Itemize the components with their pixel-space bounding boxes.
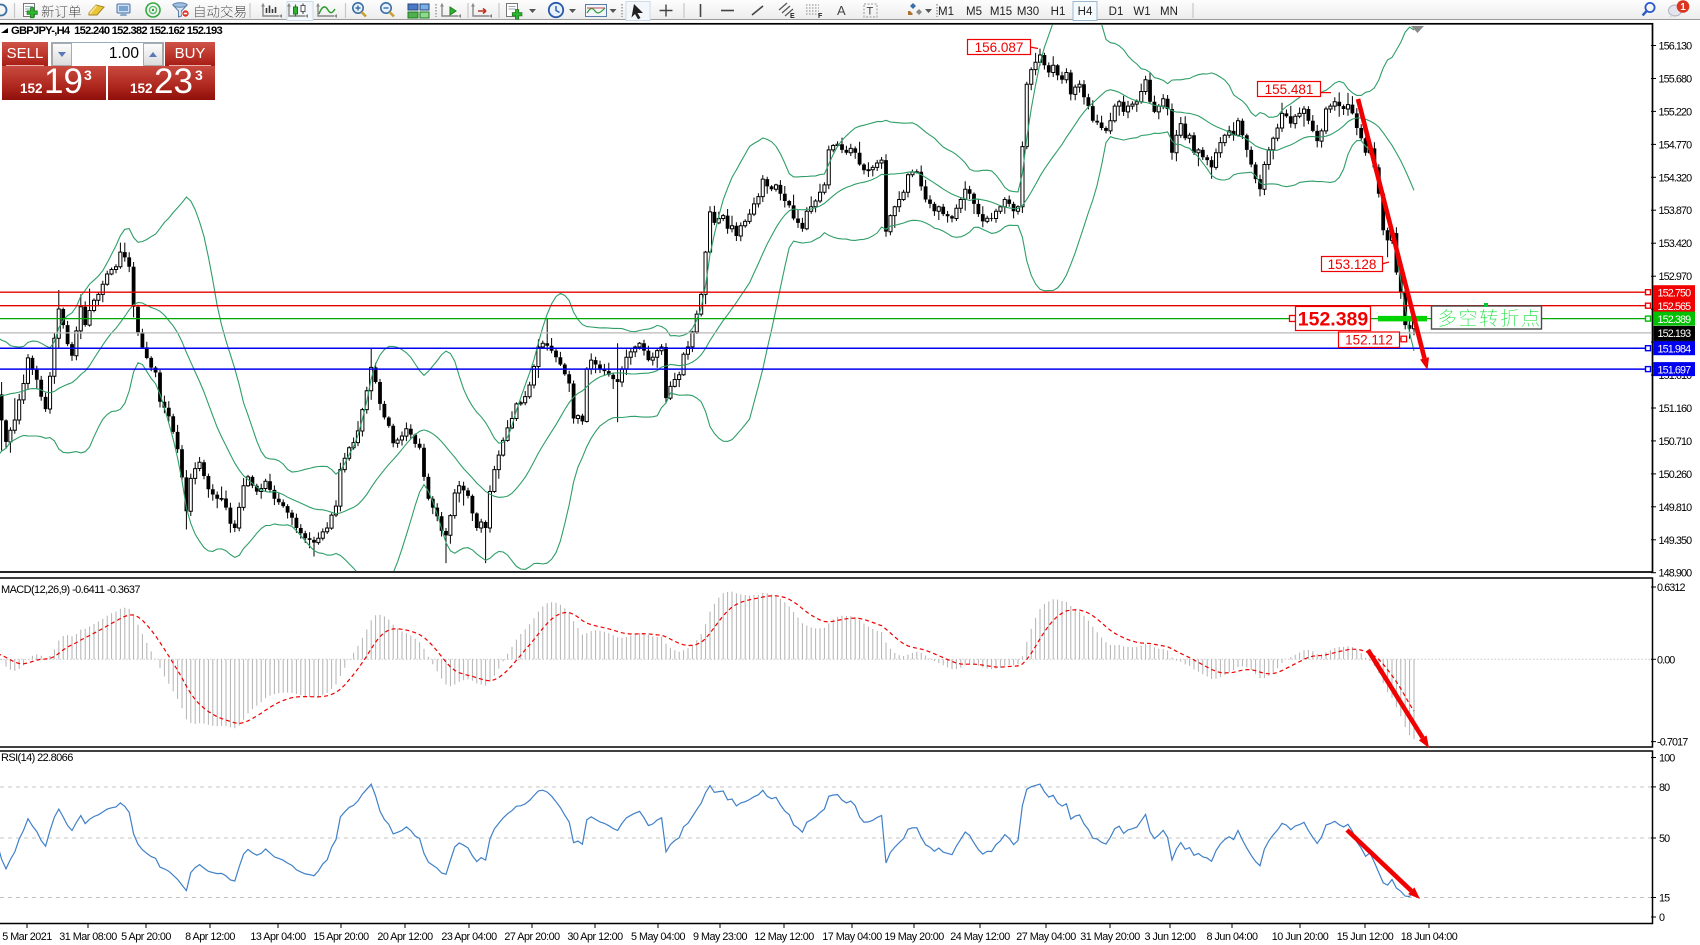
svg-text:31 May 20:00: 31 May 20:00 bbox=[1080, 931, 1140, 943]
svg-text:3 Jun 12:00: 3 Jun 12:00 bbox=[1145, 931, 1196, 943]
svg-text:152.193: 152.193 bbox=[1658, 328, 1692, 340]
svg-text:24 May 12:00: 24 May 12:00 bbox=[950, 931, 1010, 943]
svg-text:M30: M30 bbox=[1017, 6, 1039, 18]
svg-text:RSI(14) 22.8066: RSI(14) 22.8066 bbox=[1, 752, 73, 764]
svg-text:M5: M5 bbox=[966, 6, 982, 18]
svg-text:8 Apr 12:00: 8 Apr 12:00 bbox=[185, 931, 235, 943]
svg-text:151.697: 151.697 bbox=[1658, 364, 1692, 376]
svg-text:9 May 23:00: 9 May 23:00 bbox=[693, 931, 747, 943]
svg-text:151.984: 151.984 bbox=[1658, 343, 1692, 355]
svg-text:156.087: 156.087 bbox=[975, 40, 1024, 55]
svg-text:152.565: 152.565 bbox=[1658, 301, 1692, 313]
svg-text:152.112: 152.112 bbox=[1345, 333, 1393, 348]
svg-text:31 Mar 08:00: 31 Mar 08:00 bbox=[59, 931, 117, 943]
svg-text:149.350: 149.350 bbox=[1659, 535, 1693, 547]
svg-text:18 Jun 04:00: 18 Jun 04:00 bbox=[1401, 931, 1458, 943]
svg-text:152.389: 152.389 bbox=[1658, 314, 1692, 326]
svg-text:5 May 04:00: 5 May 04:00 bbox=[631, 931, 685, 943]
svg-text:148.900: 148.900 bbox=[1659, 568, 1693, 580]
svg-text:0.6312: 0.6312 bbox=[1657, 582, 1686, 594]
svg-text:13 Apr 04:00: 13 Apr 04:00 bbox=[250, 931, 306, 943]
svg-text:15 Apr 20:00: 15 Apr 20:00 bbox=[313, 931, 369, 943]
svg-text:0.00: 0.00 bbox=[1657, 654, 1675, 666]
svg-text:154.320: 154.320 bbox=[1659, 172, 1693, 184]
svg-text:152.389: 152.389 bbox=[1298, 309, 1369, 331]
svg-text:W1: W1 bbox=[1133, 6, 1150, 18]
svg-text:5 Mar 2021: 5 Mar 2021 bbox=[2, 931, 52, 943]
svg-text:1: 1 bbox=[1680, 2, 1686, 13]
svg-text:23 Apr 04:00: 23 Apr 04:00 bbox=[441, 931, 497, 943]
svg-text:152.750: 152.750 bbox=[1658, 287, 1692, 299]
svg-text:M15: M15 bbox=[990, 6, 1012, 18]
svg-text:30 Apr 12:00: 30 Apr 12:00 bbox=[567, 931, 623, 943]
svg-text:8 Jun 04:00: 8 Jun 04:00 bbox=[1207, 931, 1258, 943]
svg-text:GBPJPY-,H4 152.240 152.382 15: GBPJPY-,H4 152.240 152.382 152.162 152.1… bbox=[11, 25, 222, 37]
svg-text:155.680: 155.680 bbox=[1659, 74, 1693, 86]
svg-text:151.160: 151.160 bbox=[1659, 403, 1693, 415]
svg-text:15: 15 bbox=[1659, 893, 1670, 905]
svg-text:152.970: 152.970 bbox=[1659, 271, 1693, 283]
svg-text:19 May 20:00: 19 May 20:00 bbox=[884, 931, 944, 943]
svg-text:50: 50 bbox=[1659, 833, 1670, 845]
svg-text:153.128: 153.128 bbox=[1328, 257, 1377, 272]
svg-text:5 Apr 20:00: 5 Apr 20:00 bbox=[121, 931, 171, 943]
svg-text:0: 0 bbox=[1659, 912, 1665, 924]
svg-text:E: E bbox=[790, 13, 795, 20]
svg-text:27 Apr 20:00: 27 Apr 20:00 bbox=[504, 931, 560, 943]
svg-text:A: A bbox=[837, 3, 846, 18]
svg-text:155.481: 155.481 bbox=[1265, 82, 1314, 97]
svg-text:F: F bbox=[818, 13, 823, 20]
svg-text:153.870: 153.870 bbox=[1659, 205, 1693, 217]
svg-text:80: 80 bbox=[1659, 782, 1670, 794]
svg-text:150.710: 150.710 bbox=[1659, 436, 1693, 448]
svg-text:155.220: 155.220 bbox=[1659, 106, 1693, 118]
svg-text:M1: M1 bbox=[938, 6, 954, 18]
svg-text:100: 100 bbox=[1659, 753, 1675, 765]
svg-text:154.770: 154.770 bbox=[1659, 139, 1693, 151]
svg-text:D1: D1 bbox=[1109, 6, 1124, 18]
svg-text:17 May 04:00: 17 May 04:00 bbox=[822, 931, 882, 943]
svg-text:H4: H4 bbox=[1078, 6, 1093, 18]
svg-text:H1: H1 bbox=[1051, 6, 1066, 18]
svg-text:T: T bbox=[867, 6, 874, 18]
svg-text:27 May 04:00: 27 May 04:00 bbox=[1016, 931, 1076, 943]
svg-text:MN: MN bbox=[1160, 6, 1178, 18]
svg-text:20 Apr 12:00: 20 Apr 12:00 bbox=[377, 931, 433, 943]
svg-text:149.810: 149.810 bbox=[1659, 502, 1693, 514]
svg-text:150.260: 150.260 bbox=[1659, 469, 1693, 481]
svg-text:10 Jun 20:00: 10 Jun 20:00 bbox=[1272, 931, 1329, 943]
svg-text:12 May 12:00: 12 May 12:00 bbox=[754, 931, 814, 943]
svg-text:15 Jun 12:00: 15 Jun 12:00 bbox=[1337, 931, 1394, 943]
svg-text:156.130: 156.130 bbox=[1659, 41, 1693, 53]
svg-text:153.420: 153.420 bbox=[1659, 238, 1693, 250]
svg-text:MACD(12,26,9) -0.6411 -0.3637: MACD(12,26,9) -0.6411 -0.3637 bbox=[1, 584, 140, 596]
svg-text:-0.7017: -0.7017 bbox=[1657, 737, 1688, 749]
